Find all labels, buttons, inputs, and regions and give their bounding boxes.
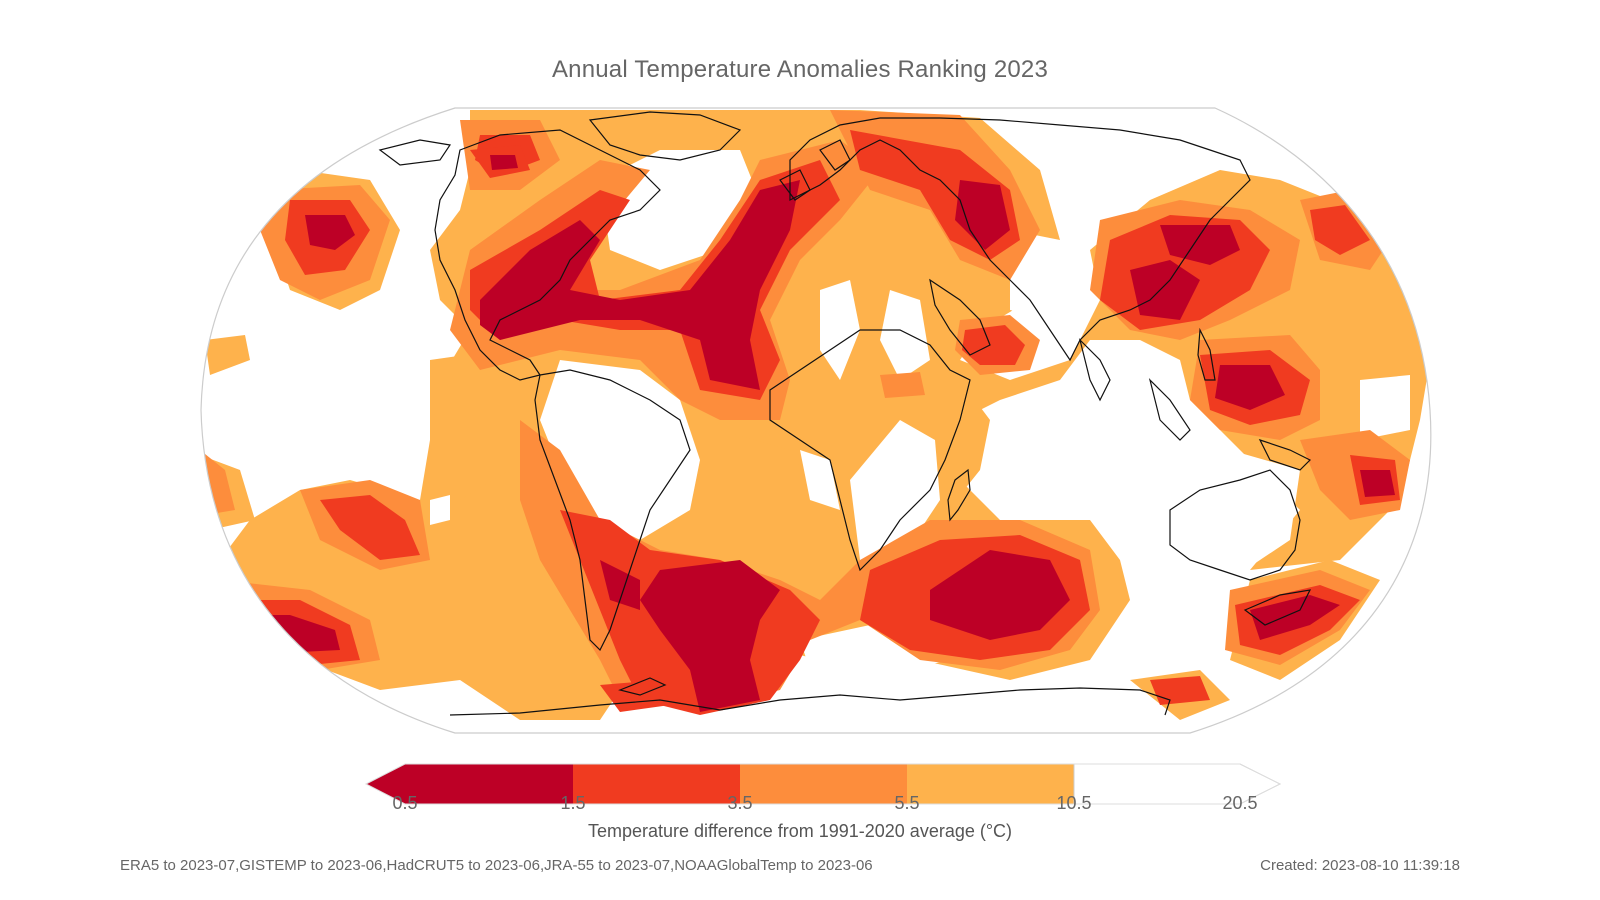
colorbar-tick-2: 3.5: [727, 793, 753, 813]
colorbar-segment-2: [573, 764, 740, 804]
data-sources-note: ERA5 to 2023-07,GISTEMP to 2023-06,HadCR…: [120, 857, 873, 874]
colorbar-label: Temperature difference from 1991-2020 av…: [587, 821, 1013, 841]
colorbar-segment-4: [907, 764, 1074, 804]
colorbar-outline: [364, 763, 1282, 805]
colorbar-tick-1: 1.5: [560, 793, 586, 813]
map-title: Annual Temperature Anomalies Ranking 202…: [551, 56, 1049, 83]
colorbar-tick-3: 5.5: [894, 793, 920, 813]
map-border: [200, 107, 1432, 734]
colorbar-segment-3: [740, 764, 907, 804]
coastlines: [378, 111, 1312, 716]
colorbar-segment-1: [366, 764, 573, 804]
anomaly-field: [201, 108, 1430, 733]
colorbar-tick-4: 10.5: [1056, 793, 1092, 813]
anomaly-band-extreme: [240, 155, 1395, 712]
colorbar-tick-5: 20.5: [1222, 793, 1258, 813]
colorbar-tick-0: 0.5: [392, 793, 418, 813]
colorbar: [364, 763, 1282, 805]
created-timestamp: Created: 2023-08-10 11:39:18: [1260, 857, 1460, 874]
